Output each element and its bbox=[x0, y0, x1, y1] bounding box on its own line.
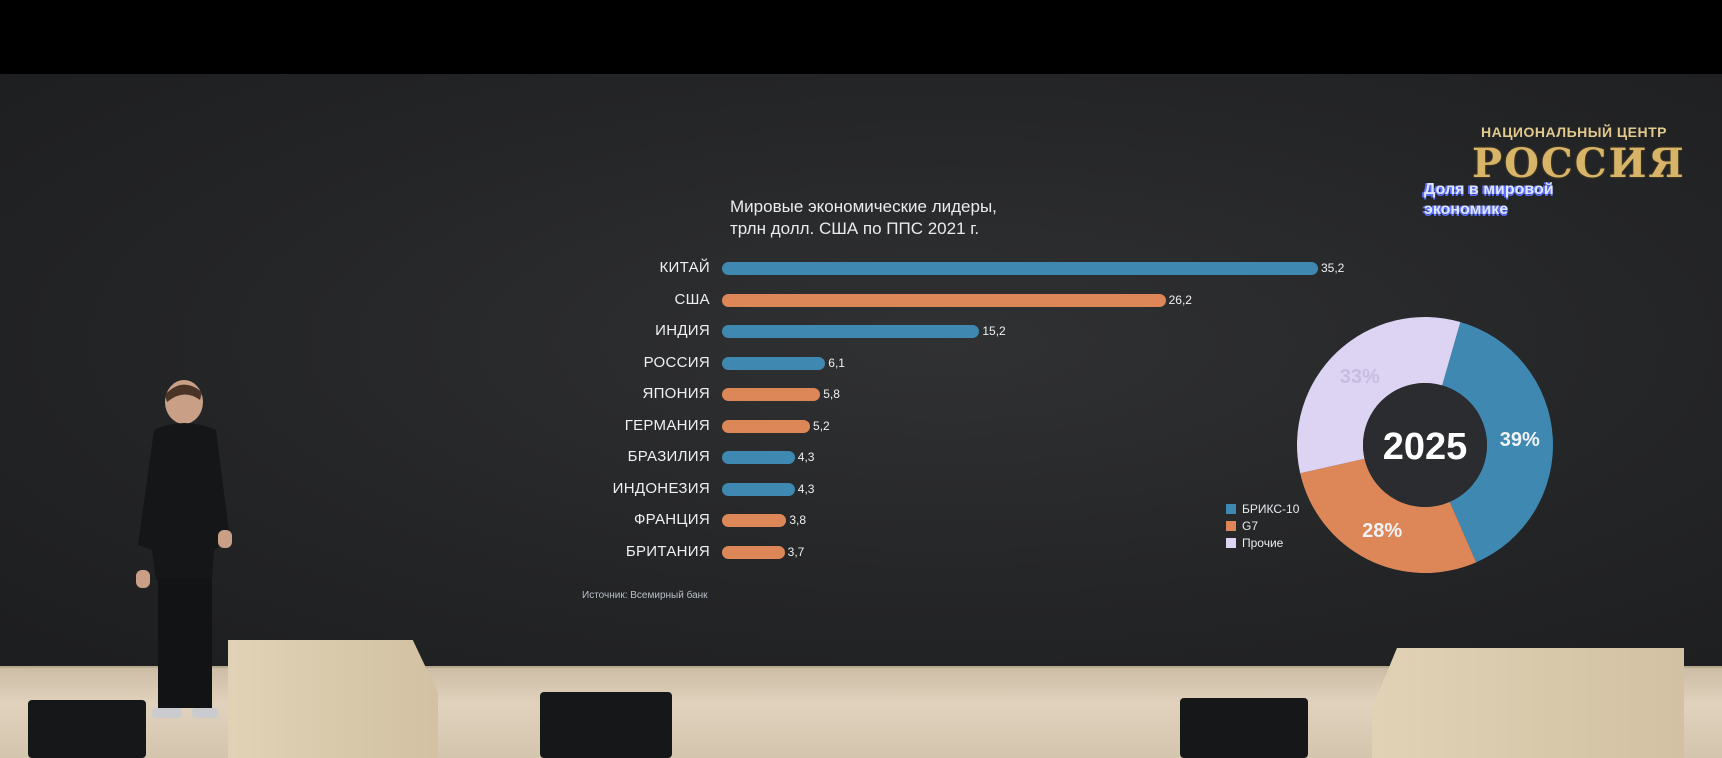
share-title: Доля в мировой экономике bbox=[1424, 181, 1554, 218]
bar bbox=[722, 262, 1318, 275]
slice-label: 39% bbox=[1500, 429, 1540, 451]
bar bbox=[722, 356, 826, 370]
slice-label: 28% bbox=[1362, 520, 1402, 542]
legend-swatch bbox=[1226, 537, 1236, 548]
bar bbox=[722, 419, 811, 433]
slice-label: 33% bbox=[1340, 366, 1380, 388]
value-label: 15,2 bbox=[982, 324, 1006, 338]
legend-item: Прочие bbox=[1226, 534, 1299, 551]
stage-monitor-3 bbox=[1180, 698, 1308, 758]
value-label: 3,8 bbox=[789, 513, 807, 527]
legend-swatch bbox=[1226, 503, 1236, 514]
category-label: ГЕРМАНИЯ bbox=[624, 416, 710, 434]
donut-hole bbox=[1363, 383, 1487, 507]
source-note: Источник: Всемирный банк bbox=[582, 590, 708, 601]
legend-label: G7 bbox=[1242, 518, 1259, 533]
stage-monitor-1 bbox=[28, 700, 146, 758]
stage-monitor-2 bbox=[540, 692, 672, 758]
category-label: КИТАЙ bbox=[659, 259, 710, 276]
stage-wedge-right bbox=[1372, 648, 1684, 758]
donut-slice bbox=[1300, 458, 1477, 573]
legend-item: G7 bbox=[1226, 517, 1299, 534]
value-label: 4,3 bbox=[797, 481, 815, 496]
category-label: ИНДИЯ bbox=[655, 322, 710, 339]
value-label: 35,2 bbox=[1321, 261, 1345, 275]
value-label: 3,7 bbox=[787, 544, 805, 559]
bar bbox=[722, 325, 980, 338]
value-label: 5,8 bbox=[823, 387, 840, 401]
value-label: 6,1 bbox=[828, 355, 845, 370]
bar bbox=[722, 388, 821, 401]
value-label: 5,2 bbox=[813, 418, 830, 433]
value-label: 26,2 bbox=[1168, 292, 1192, 307]
donut-legend: БРИКС-10 G7 Прочие bbox=[1226, 500, 1299, 551]
category-label: ФРАНЦИЯ bbox=[633, 511, 710, 528]
legend-swatch bbox=[1226, 520, 1236, 531]
bar bbox=[722, 451, 795, 464]
brand-caption: НАЦИОНАЛЬНЫЙ ЦЕНТР bbox=[1480, 124, 1667, 140]
legend-item: БРИКС-10 bbox=[1226, 500, 1299, 517]
value-label: 4,3 bbox=[797, 450, 815, 464]
bar bbox=[722, 545, 785, 559]
category-label: ЯПОНИЯ bbox=[642, 385, 710, 402]
category-label: БРАЗИЛИЯ bbox=[627, 448, 710, 465]
presenter bbox=[136, 380, 232, 718]
bar bbox=[722, 293, 1166, 307]
donut-slice bbox=[1442, 321, 1553, 563]
category-label: ИНДОНЕЗИЯ bbox=[612, 479, 710, 497]
brand-logo: РОССИЯ bbox=[1472, 140, 1686, 187]
donut-slice bbox=[1297, 316, 1461, 474]
bar bbox=[722, 514, 787, 527]
category-label: США bbox=[674, 290, 710, 308]
category-label: БРИТАНИЯ bbox=[625, 542, 710, 560]
stage-wedge-left bbox=[228, 640, 438, 758]
chart-title: Мировые экономические лидеры, трлн долл.… bbox=[730, 197, 997, 238]
legend-label: БРИКС-10 bbox=[1242, 501, 1300, 516]
category-label: РОССИЯ bbox=[643, 353, 710, 371]
donut-center-label: 2025 bbox=[1383, 426, 1468, 468]
legend-label: Прочие bbox=[1242, 535, 1284, 550]
bar bbox=[722, 482, 795, 496]
donut-chart: 39% 28% 33% 2025 bbox=[1297, 316, 1553, 573]
